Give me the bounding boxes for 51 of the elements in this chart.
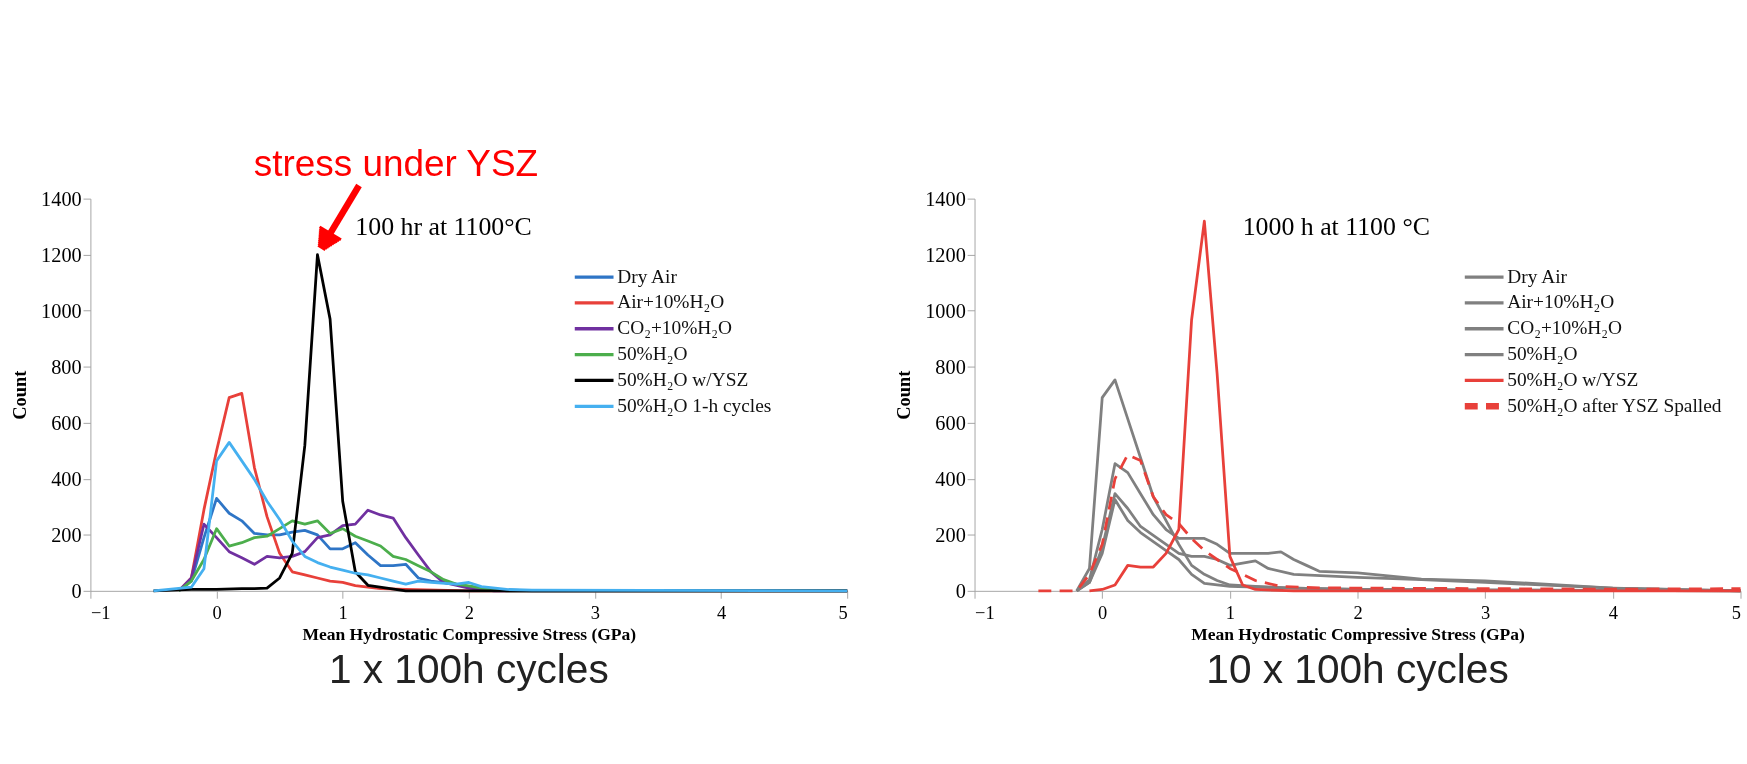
y-tick-label: 400 bbox=[51, 467, 82, 490]
y-tick-label: 0 bbox=[71, 579, 82, 602]
y-tick-label: 800 bbox=[51, 355, 82, 378]
legend-label: Air+10%H₂O bbox=[617, 291, 725, 313]
y-tick-label: 200 bbox=[935, 523, 966, 546]
x-tick-label: 2 bbox=[464, 603, 474, 624]
legend-label: 50%H₂O bbox=[617, 343, 688, 365]
y-tick-label: 800 bbox=[935, 355, 966, 378]
x-tick-label: 0 bbox=[1098, 603, 1108, 624]
x-tick-label: 1 bbox=[338, 603, 348, 624]
x-tick-label: 5 bbox=[1731, 603, 1741, 624]
legend-label: Dry Air bbox=[617, 265, 678, 287]
x-tick-label: 0 bbox=[212, 603, 222, 624]
y-tick-label: 1200 bbox=[41, 243, 82, 266]
legend-label: 50%H₂O after YSZ Spalled bbox=[1507, 394, 1722, 416]
legend-label: 50%H₂O bbox=[1507, 343, 1578, 365]
legend-label: 50%H₂O 1-h cycles bbox=[617, 394, 772, 416]
y-tick-label: 1000 bbox=[41, 299, 82, 322]
y-axis-title: Count bbox=[894, 369, 915, 420]
legend-label: Air+10%H₂O bbox=[1507, 291, 1615, 313]
y-tick-label: 1200 bbox=[925, 243, 966, 266]
text: 10 x 100h cycles bbox=[1206, 646, 1509, 693]
x-tick-label: 4 bbox=[716, 603, 727, 624]
y-tick-label: 1400 bbox=[925, 187, 966, 210]
y-tick-label: 600 bbox=[51, 411, 82, 434]
x-tick-label: 2 bbox=[1353, 603, 1363, 624]
x-axis-title: Mean Hydrostatic Compressive Stress (GPa) bbox=[302, 624, 637, 645]
y-axis-title: Count bbox=[10, 369, 31, 420]
y-tick-label: 600 bbox=[935, 411, 966, 434]
x-axis-title: Mean Hydrostatic Compressive Stress (GPa) bbox=[1191, 624, 1526, 645]
x-tick-label: 4 bbox=[1608, 603, 1618, 624]
annotation: 1000 h at 1100 °C bbox=[1242, 212, 1430, 242]
text: 1 x 100h cycles bbox=[328, 646, 609, 693]
y-tick-label: 1400 bbox=[41, 187, 82, 210]
x-tick-label: −1 bbox=[90, 603, 111, 624]
x-tick-label: 3 bbox=[1481, 603, 1491, 624]
annotation: stress under YSZ bbox=[253, 143, 539, 185]
annotation: 100 hr at 1100°C bbox=[355, 212, 532, 242]
x-tick-label: −1 bbox=[975, 603, 995, 624]
x-tick-label: 1 bbox=[1225, 603, 1235, 624]
legend-label: 50%H₂O w/YSZ bbox=[617, 368, 749, 390]
legend-label: 50%H₂O w/YSZ bbox=[1507, 368, 1639, 390]
legend-label: CO₂+10%H₂O bbox=[617, 317, 733, 339]
x-tick-label: 5 bbox=[838, 603, 848, 624]
legend-label: CO₂+10%H₂O bbox=[1507, 317, 1623, 339]
legend-label: Dry Air bbox=[1507, 265, 1568, 287]
y-tick-label: 0 bbox=[955, 579, 966, 602]
y-tick-label: 1000 bbox=[925, 299, 966, 322]
y-tick-label: 400 bbox=[935, 467, 966, 490]
x-tick-label: 3 bbox=[590, 603, 601, 624]
y-tick-label: 200 bbox=[51, 523, 82, 546]
